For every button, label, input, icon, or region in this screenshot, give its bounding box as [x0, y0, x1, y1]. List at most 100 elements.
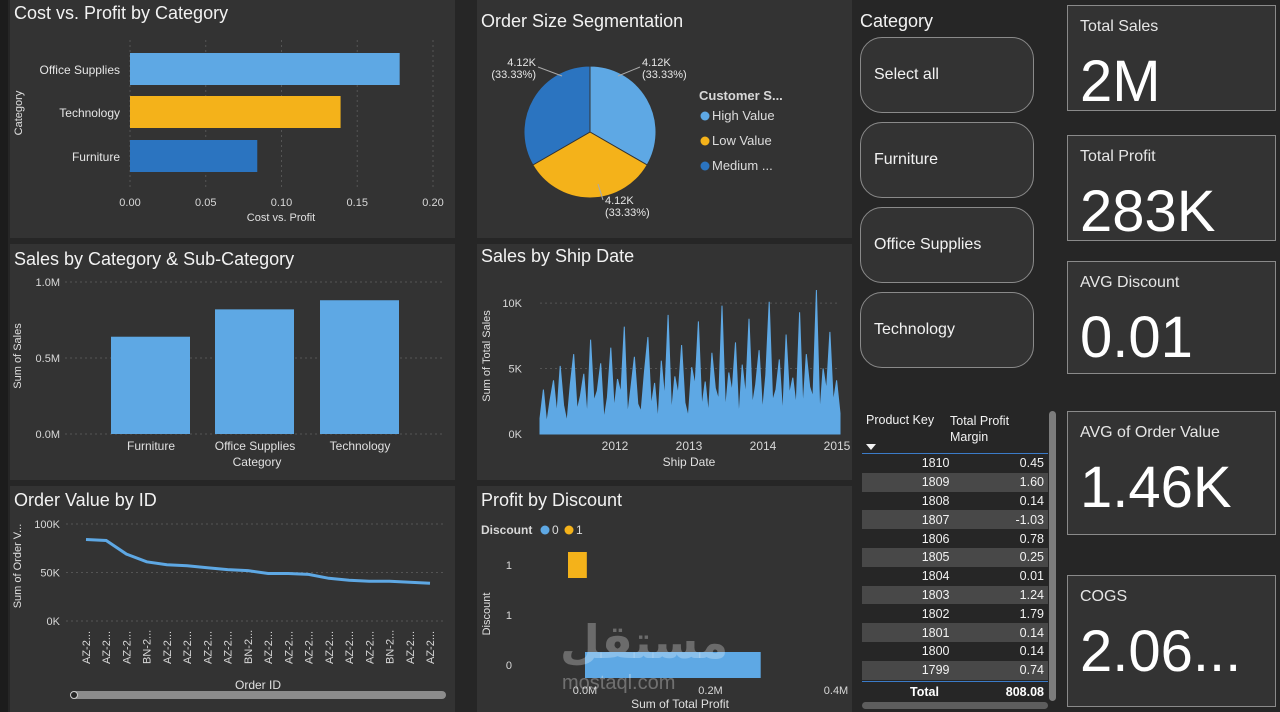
bar-discount-1: [568, 552, 587, 578]
table-row[interactable]: 1806 0.78: [862, 529, 1048, 548]
y-tick-label: 10K: [502, 298, 522, 310]
pie-data-label-line: 4.12K: [605, 195, 634, 207]
product-key-cell: 1806: [921, 531, 950, 546]
pie-data-label: 4.12K (33.33%): [605, 195, 650, 219]
sales-category-title: Sales by Category & Sub-Category: [14, 249, 295, 269]
sales-category-xlabel: Category: [233, 455, 282, 469]
table-row[interactable]: 1800 0.14: [862, 642, 1048, 661]
ship-date-chart[interactable]: 0K 5K 10K 2012 2013 2014 2015 Ship Date Sum of…: [470, 244, 860, 480]
sort-desc-icon[interactable]: [866, 444, 876, 450]
bar-furniture: [130, 140, 258, 172]
category-label: Furniture: [72, 150, 120, 164]
x-tick-label: 2012: [602, 439, 629, 453]
table-row[interactable]: 1808 0.14: [862, 492, 1048, 511]
table-total-label: Total: [910, 685, 939, 699]
profit-discount-ylabel: Discount: [481, 593, 493, 636]
y-tick-label: 50K: [40, 568, 60, 580]
table-row[interactable]: 1801 0.14: [862, 623, 1048, 642]
legend-entry: 1: [576, 523, 583, 537]
slicer-item-furniture[interactable]: Furniture: [860, 122, 1034, 198]
profit-margin-cell: 0.45: [1019, 456, 1044, 471]
order-id-label: AZ-2...: [405, 631, 417, 664]
order-value-chart[interactable]: 0K 50K 100K AZ-2... AZ-2... AZ-2... BN-2... AZ…: [0, 486, 460, 712]
order-id-label: AZ-2...: [364, 631, 376, 664]
product-key-cell: 1799: [862, 660, 978, 680]
table-row[interactable]: 1810 0.45: [862, 454, 1048, 473]
profit-discount-chart[interactable]: Discount 0 1 1 1 0 0.0M 0.2M 0.4M Sum of Total…: [470, 486, 860, 712]
slicer-item-technology[interactable]: Technology: [860, 292, 1034, 368]
sales-category-chart[interactable]: 0.0M 0.5M 1.0M Furniture Office Supplies Tec…: [0, 244, 460, 480]
order-id-label: BN-2...: [385, 630, 397, 664]
table-row[interactable]: 1803 1.24: [862, 585, 1048, 605]
order-size-chart[interactable]: 4.12K (33.33%)4.12K (33.33%)4.12K (33.33%) …: [470, 0, 860, 240]
pie-slice-2: [523, 65, 591, 166]
table-row[interactable]: 1799 0.74: [862, 660, 1048, 680]
profit-margin-cell: 0.25: [977, 547, 1048, 567]
table-total-divider: [862, 681, 1048, 682]
order-size-title: Order Size Segmentation: [481, 11, 684, 31]
order-value-line: [85, 538, 431, 585]
profit-margin-cell: 1.24: [977, 585, 1048, 605]
table-header-product-key[interactable]: Product Key: [866, 413, 935, 427]
kpi-total-profit: Total Profit 283K: [1067, 135, 1276, 244]
legend-marker: [700, 161, 710, 171]
product-key-cell: 1801: [862, 623, 978, 642]
order-id-label: AZ-2...: [162, 631, 174, 664]
kpi-value: 2.06...: [1080, 619, 1242, 684]
cost-profit-chart[interactable]: Office Supplies Technology Furniture 0.00 0…: [0, 0, 460, 240]
profit-margin-cell: 0.14: [1019, 644, 1044, 659]
legend-marker: [540, 525, 550, 535]
category-label: Technology: [59, 106, 120, 120]
order-id-label: AZ-2...: [202, 631, 214, 664]
table-row[interactable]: 1802 1.79: [862, 604, 1048, 623]
order-id-label: AZ-2...: [263, 631, 275, 664]
pie-data-label-line: (33.33%): [605, 207, 650, 219]
left-edge-bar: [0, 0, 8, 712]
bar-furniture: [111, 336, 190, 434]
watermark-latin: mostaql.com: [562, 672, 676, 694]
ship-date-title: Sales by Ship Date: [481, 246, 635, 266]
pie-leader-line: [597, 183, 604, 201]
table-row[interactable]: 1807 -1.03: [862, 510, 1048, 530]
kpi-avg-discount: AVG Discount 0.01: [1067, 261, 1276, 374]
table-vertical-scrollbar[interactable]: [1049, 411, 1056, 701]
legend-entry: Medium ...: [712, 158, 773, 173]
table-row[interactable]: 1805 0.25: [862, 547, 1048, 567]
pie-data-label: 4.12K (33.33%): [491, 57, 536, 81]
category-slicer-title: Category: [860, 11, 934, 31]
legend-marker: [700, 136, 710, 146]
y-tick-label: 0.0M: [36, 429, 60, 441]
bar-office-supplies: [215, 309, 294, 434]
table-row[interactable]: 1804 0.01: [862, 567, 1048, 586]
kpi-label: AVG of Order Value: [1080, 424, 1220, 441]
profit-margin-cell: 0.01: [1019, 569, 1044, 584]
table-header-profit-margin[interactable]: Total Profit Margin: [950, 414, 1010, 444]
profit-margin-cell: 0.74: [977, 660, 1048, 680]
slicer-item-select-all[interactable]: Select all: [860, 37, 1034, 113]
y-tick-label: 100K: [34, 519, 60, 531]
slicer-item-office-supplies[interactable]: Office Supplies: [860, 207, 1034, 283]
product-key-cell: 1805: [862, 547, 978, 567]
ship-date-area: [539, 289, 841, 435]
table-horizontal-scrollbar[interactable]: [862, 702, 1048, 709]
order-id-label: AZ-2...: [81, 631, 93, 664]
kpi-label: AVG Discount: [1080, 274, 1180, 291]
order-value-scrollbar[interactable]: [72, 691, 446, 699]
order-value-scroll-handle[interactable]: [70, 691, 78, 699]
profit-discount-title: Profit by Discount: [481, 490, 623, 510]
product-key-cell: 1810: [921, 456, 950, 471]
pie-legend-title: Customer S...: [699, 88, 783, 103]
kpi-total-sales: Total Sales 2M: [1067, 5, 1276, 114]
x-tick-label: 0.10: [271, 197, 292, 209]
sales-category-ylabel: Sum of Sales: [12, 323, 24, 389]
table-row[interactable]: 1809 1.60: [862, 472, 1048, 492]
y-tick-label: 1.0M: [36, 277, 60, 289]
y-tick-label: 0.5M: [36, 353, 60, 365]
watermark-arabic: مستقل: [560, 616, 729, 668]
y-tick-label: 0K: [47, 616, 61, 628]
order-id-label: AZ-2...: [283, 631, 295, 664]
order-id-label: BN-2...: [243, 630, 255, 664]
x-tick-label: 0.00: [119, 197, 140, 209]
x-tick-label: 0.2M: [698, 685, 722, 697]
category-label: Office Supplies: [40, 63, 121, 77]
